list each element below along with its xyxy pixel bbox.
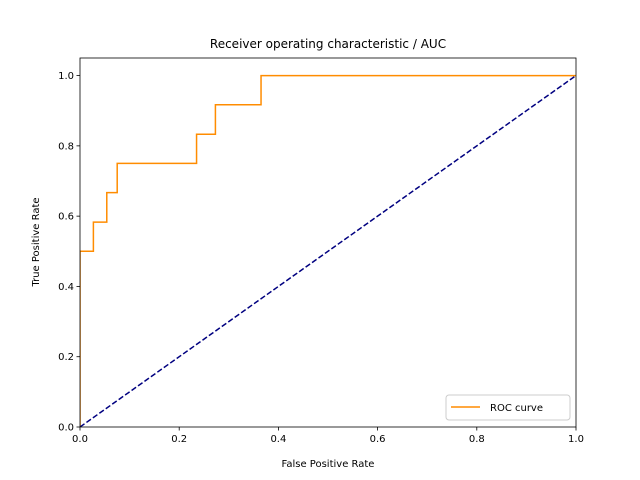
x-tick-label: 0.0 bbox=[72, 434, 88, 445]
x-tick-label: 0.2 bbox=[171, 434, 187, 445]
legend-box bbox=[445, 394, 571, 421]
y-tick-label: 0.8 bbox=[58, 141, 74, 152]
series-diagonal-reference bbox=[80, 74, 576, 427]
legend-roc-label: ROC curve bbox=[490, 403, 543, 414]
y-tick-label: 0.6 bbox=[58, 212, 74, 223]
y-tick-label: 1.0 bbox=[58, 71, 74, 82]
y-tick-label: 0.0 bbox=[58, 423, 74, 434]
y-axis-label: True Positive Rate bbox=[31, 197, 42, 287]
y-tick-label: 0.4 bbox=[58, 282, 74, 293]
x-tick-label: 0.6 bbox=[370, 434, 386, 445]
legend: ROC curve bbox=[445, 394, 571, 421]
plot-area: 0.0 0.2 0.4 0.6 0.8 1.0 0.0 0.2 0.4 0.6 0.8 1.0 bbox=[58, 57, 584, 445]
x-tick-label: 0.4 bbox=[270, 434, 286, 445]
x-axis-label: False Positive Rate bbox=[282, 459, 375, 470]
x-tick-label: 1.0 bbox=[568, 434, 584, 445]
chart-title: Receiver operating characteristic / AUC bbox=[210, 37, 446, 51]
x-tick-label: 0.8 bbox=[469, 434, 485, 445]
y-tick-label: 0.2 bbox=[58, 352, 74, 363]
series-roc-curve bbox=[80, 74, 576, 427]
axes-frame bbox=[79, 57, 577, 428]
